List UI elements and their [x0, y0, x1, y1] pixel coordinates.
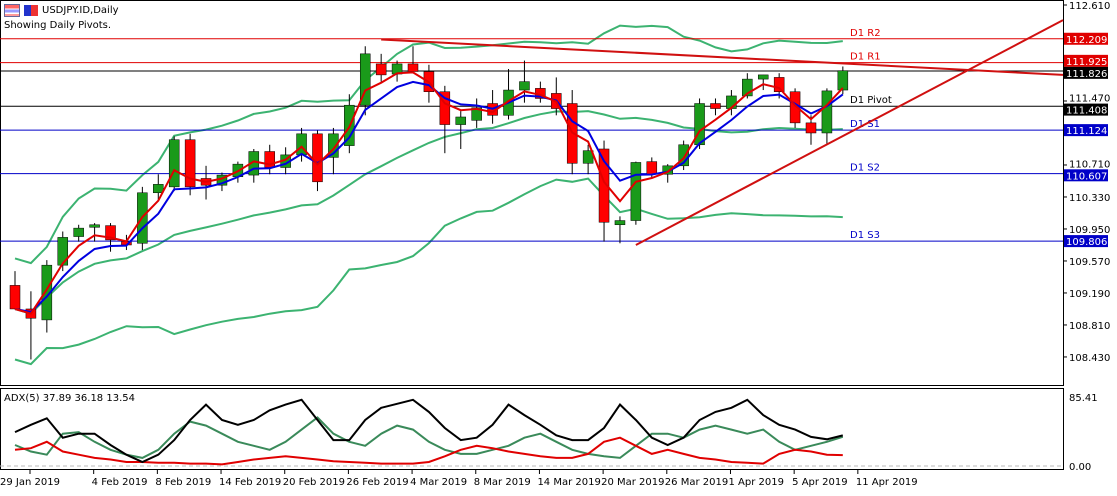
bull-candle [471, 107, 482, 121]
y-tick-label: 110.330 [1069, 193, 1110, 204]
bull-candle [455, 116, 467, 125]
y-tick-label: 109.570 [1069, 257, 1110, 268]
pivot-name: D1 R2 [850, 28, 881, 39]
x-tick-label: 1 Apr 2019 [728, 477, 783, 488]
pivot-price-badge [1064, 235, 1108, 248]
adx-label: ADX(5) 37.89 36.18 13.54 [4, 393, 135, 404]
pivot-price-badge [1064, 124, 1108, 137]
current-price-badge [1064, 66, 1108, 79]
bull-candle [328, 133, 339, 158]
bull-candle [757, 74, 769, 80]
x-tick-label: 5 Apr 2019 [792, 477, 847, 488]
bull-candle [73, 227, 84, 237]
x-tick-label: 26 Feb 2019 [346, 477, 408, 488]
main-pane-frame [0, 0, 1064, 386]
pivot-price-label: 110.607 [1066, 171, 1107, 182]
y-tick-label: 108.430 [1069, 353, 1110, 364]
pivot-price-label: 111.408 [1066, 106, 1107, 117]
x-tick-label: 4 Mar 2019 [410, 477, 467, 488]
bull-candle [359, 53, 371, 106]
pivot-price-label: 111.124 [1066, 126, 1107, 137]
bull-candle [614, 220, 626, 226]
adx-max-label: 85.41 [1069, 393, 1098, 404]
pivot-name: D1 S3 [850, 230, 880, 241]
bull-candle [153, 184, 164, 194]
fast-ma-line [14, 71, 844, 315]
bull-candle [168, 139, 180, 188]
bear-candle [439, 91, 451, 125]
y-tick-label: 111.470 [1069, 94, 1110, 105]
x-tick-label: 8 Feb 2019 [155, 477, 211, 488]
minus-di-line [14, 436, 843, 466]
bear-candle [710, 103, 721, 109]
pivot-price-badge [1064, 169, 1108, 182]
bear-candle [598, 148, 610, 223]
y-tick-label: 108.810 [1069, 321, 1110, 332]
x-tick-label: 29 Jan 2019 [0, 477, 60, 488]
bear-candle [773, 77, 785, 92]
chart-symbol: USDJPY.ID,Daily [42, 5, 119, 16]
bull-candle [821, 90, 833, 134]
bear-candle [646, 161, 658, 175]
x-tick-label: 14 Mar 2019 [537, 477, 600, 488]
pivot-price-label: 109.806 [1066, 237, 1107, 248]
pivot-price-badge [1064, 54, 1108, 67]
bear-candle [312, 133, 323, 183]
pivot-price-label: 111.925 [1066, 57, 1107, 68]
bear-candle [9, 285, 21, 310]
pivot-price-badge [1064, 32, 1108, 45]
y-tick-label: 110.710 [1069, 159, 1110, 170]
bull-candle [519, 81, 530, 91]
bear-candle [184, 139, 196, 188]
x-tick-label: 4 Feb 2019 [92, 477, 148, 488]
bull-candle [742, 78, 753, 97]
bull-candle [89, 224, 100, 228]
slow-ma-line [14, 80, 844, 314]
bear-candle [375, 63, 387, 76]
plus-di-line [14, 416, 844, 459]
y-tick-label: 112.610 [1069, 1, 1110, 12]
x-tick-label: 11 Apr 2019 [856, 477, 918, 488]
x-tick-label: 20 Mar 2019 [601, 477, 664, 488]
current-price-label: 111.826 [1066, 69, 1107, 80]
x-tick-label: 8 Mar 2019 [474, 477, 531, 488]
pivot-name: D1 S2 [850, 163, 880, 174]
chart-window-icon [4, 4, 20, 17]
bear-candle [805, 122, 817, 134]
pivot-price-label: 112.209 [1066, 35, 1107, 46]
adx-min-label: 0.00 [1069, 462, 1091, 473]
pivot-name: D1 R1 [850, 52, 881, 63]
chart-header: USDJPY.ID,Daily Showing Daily Pivots. [4, 3, 119, 33]
pivot-caption: Showing Daily Pivots. [4, 20, 112, 31]
pivot-name: D1 Pivot [850, 95, 892, 106]
adx-pane-frame [0, 388, 1064, 470]
expert-icon [24, 5, 38, 16]
x-tick-label: 20 Feb 2019 [283, 477, 345, 488]
bear-candle [407, 63, 419, 72]
y-tick-label: 109.950 [1069, 225, 1110, 236]
bull-candle [41, 264, 53, 321]
bear-candle [105, 225, 116, 241]
trendline [635, 19, 1064, 246]
bb-lower-line [14, 177, 843, 366]
adx-line [14, 398, 844, 464]
x-tick-label: 26 Mar 2019 [665, 477, 728, 488]
bull-candle [837, 70, 849, 91]
bull-candle [630, 162, 642, 221]
pivot-price-badge [1064, 103, 1108, 116]
y-tick-label: 109.190 [1069, 289, 1110, 300]
x-tick-label: 14 Feb 2019 [219, 477, 281, 488]
trendline [381, 38, 1064, 76]
